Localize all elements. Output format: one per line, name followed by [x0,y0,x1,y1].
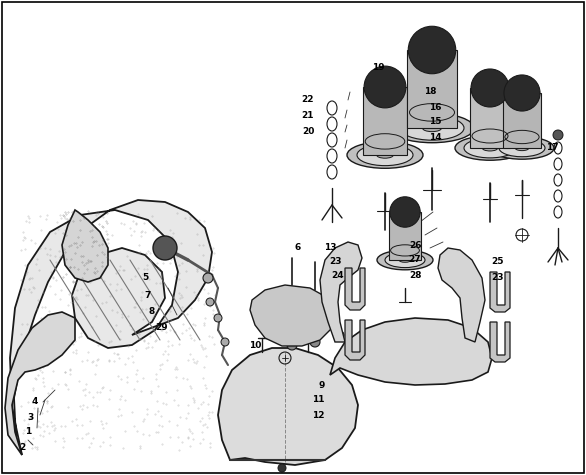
Polygon shape [218,348,358,465]
Circle shape [214,314,222,322]
Polygon shape [490,272,510,312]
Circle shape [310,337,320,347]
Polygon shape [62,210,108,282]
Ellipse shape [400,116,464,140]
Text: 26: 26 [409,240,421,249]
Polygon shape [407,50,457,128]
Text: 20: 20 [302,127,314,136]
Text: 23: 23 [492,274,504,283]
Polygon shape [10,200,212,455]
Ellipse shape [357,144,413,166]
Polygon shape [345,320,365,360]
Text: 14: 14 [429,133,441,142]
Text: 5: 5 [142,274,148,283]
Ellipse shape [347,142,423,168]
Text: 7: 7 [145,291,151,300]
Ellipse shape [390,114,474,142]
Text: 9: 9 [319,380,325,390]
Text: 17: 17 [546,143,558,152]
Text: 18: 18 [424,87,436,96]
Circle shape [341,346,349,354]
Polygon shape [438,248,485,342]
Text: 4: 4 [32,398,38,407]
Circle shape [206,298,214,306]
Text: 21: 21 [302,112,314,121]
Circle shape [278,464,286,472]
Circle shape [221,338,229,346]
Text: 15: 15 [429,117,441,126]
Polygon shape [250,285,335,346]
Text: 28: 28 [409,270,421,279]
Circle shape [364,66,406,108]
Circle shape [504,75,540,111]
Circle shape [203,273,213,283]
Polygon shape [389,212,421,260]
Polygon shape [470,88,510,148]
Circle shape [553,130,563,140]
Ellipse shape [490,137,554,159]
Ellipse shape [385,252,425,267]
Circle shape [336,331,344,339]
Ellipse shape [423,124,442,132]
Text: 8: 8 [149,307,155,316]
Text: 11: 11 [312,396,324,405]
Text: 6: 6 [295,244,301,253]
Polygon shape [345,268,365,310]
Text: 3: 3 [27,414,33,422]
Text: 13: 13 [323,244,336,253]
Circle shape [390,197,420,227]
Polygon shape [503,93,541,148]
Circle shape [153,236,177,260]
Ellipse shape [377,152,393,158]
Circle shape [471,69,509,107]
Ellipse shape [482,145,498,151]
Ellipse shape [455,136,525,160]
Polygon shape [363,87,407,155]
Polygon shape [320,242,362,342]
Text: 16: 16 [429,104,441,113]
Text: 19: 19 [372,64,384,73]
Text: 1: 1 [25,428,31,437]
Polygon shape [490,322,510,362]
Text: 2: 2 [19,444,25,453]
Ellipse shape [515,145,529,151]
Circle shape [374,328,382,336]
Text: 27: 27 [408,256,421,265]
Text: 25: 25 [492,257,504,266]
Circle shape [287,340,297,350]
Text: 24: 24 [332,270,345,279]
Text: 23: 23 [329,257,341,266]
Ellipse shape [499,139,545,157]
Text: 29: 29 [156,323,168,332]
Polygon shape [330,318,492,385]
Text: 10: 10 [249,341,261,350]
Ellipse shape [377,250,433,270]
Circle shape [408,26,456,74]
Ellipse shape [464,138,516,158]
Text: 22: 22 [302,95,314,104]
Polygon shape [5,312,75,455]
Text: 12: 12 [312,410,324,419]
Ellipse shape [399,258,411,262]
